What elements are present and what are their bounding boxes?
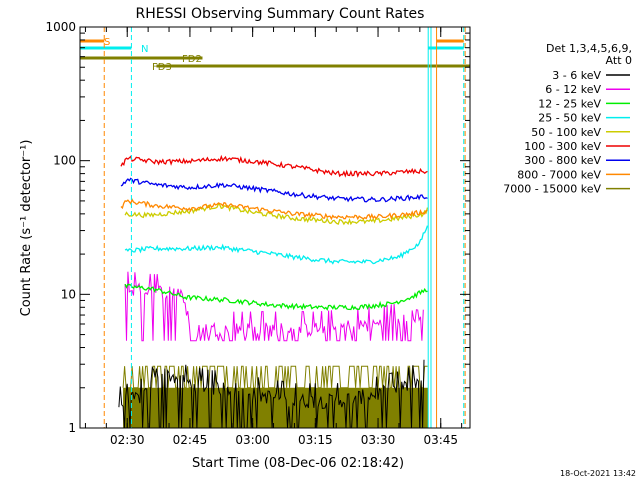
legend-entry-label: 800 - 7000 keV bbox=[517, 168, 601, 181]
legend-entry-label: 50 - 100 keV bbox=[531, 126, 601, 139]
legend-entry-label: 12 - 25 keV bbox=[538, 97, 601, 110]
series-3-6-kev bbox=[118, 359, 425, 428]
legend-entry-label: 7000 - 15000 keV bbox=[503, 183, 601, 196]
series-25-50-kev bbox=[124, 225, 429, 265]
timestamp: 18-Oct-2021 13:42 bbox=[560, 469, 636, 478]
x-tick-label: 03:15 bbox=[298, 433, 333, 447]
x-tick-label: 02:45 bbox=[173, 433, 208, 447]
plot-frame bbox=[79, 26, 471, 429]
axes: 1 10 100 1000 02:30 02:45 03:00 03:15 03:30 03:45 bbox=[45, 20, 470, 447]
series-100-300-kev bbox=[120, 154, 428, 178]
legend-entry-label: 300 - 800 keV bbox=[524, 154, 601, 167]
legend-entry-label: 25 - 50 keV bbox=[538, 112, 601, 125]
series-800-7000-kev bbox=[120, 198, 428, 221]
y-tick-label: 10 bbox=[61, 287, 76, 301]
series-layer bbox=[118, 154, 429, 428]
legend-header: Det 1,3,4,5,6,9, bbox=[546, 42, 632, 55]
x-tick-label: 02:30 bbox=[110, 433, 145, 447]
state-label-s: S bbox=[104, 37, 110, 48]
x-axis-label: Start Time (08-Dec-06 02:18:42) bbox=[192, 456, 404, 471]
legend-header: Att 0 bbox=[606, 54, 632, 67]
x-tick-label: 03:00 bbox=[235, 433, 270, 447]
chart-title: RHESSI Observing Summary Count Rates bbox=[136, 6, 425, 22]
series-300-800-kev bbox=[120, 177, 428, 203]
x-tick-label: 03:30 bbox=[361, 433, 396, 447]
legend-entry-label: 6 - 12 keV bbox=[545, 83, 601, 96]
y-axis-label: Count Rate (s⁻¹ detector⁻¹) bbox=[19, 140, 34, 317]
state-label-fd3: FD3 bbox=[152, 62, 172, 73]
y-tick-label: 100 bbox=[53, 154, 76, 168]
instrument-state-bars: S N FD2 FD3 bbox=[80, 37, 470, 73]
y-tick-label: 1000 bbox=[45, 20, 76, 34]
series-12-25-kev bbox=[124, 283, 428, 311]
legend-entry-label: 3 - 6 keV bbox=[552, 69, 601, 82]
state-label-n: N bbox=[141, 44, 148, 55]
series-50-100-kev bbox=[124, 202, 429, 226]
x-tick-label: 03:45 bbox=[423, 433, 458, 447]
y-tick-label: 1 bbox=[68, 421, 76, 435]
state-label-fd2: FD2 bbox=[182, 54, 202, 65]
series-6-12-kev bbox=[124, 271, 424, 342]
series-7000-15000-kev-trace bbox=[122, 365, 428, 389]
series-clip-group bbox=[118, 154, 429, 428]
legend-entry-label: 100 - 300 keV bbox=[524, 140, 601, 153]
